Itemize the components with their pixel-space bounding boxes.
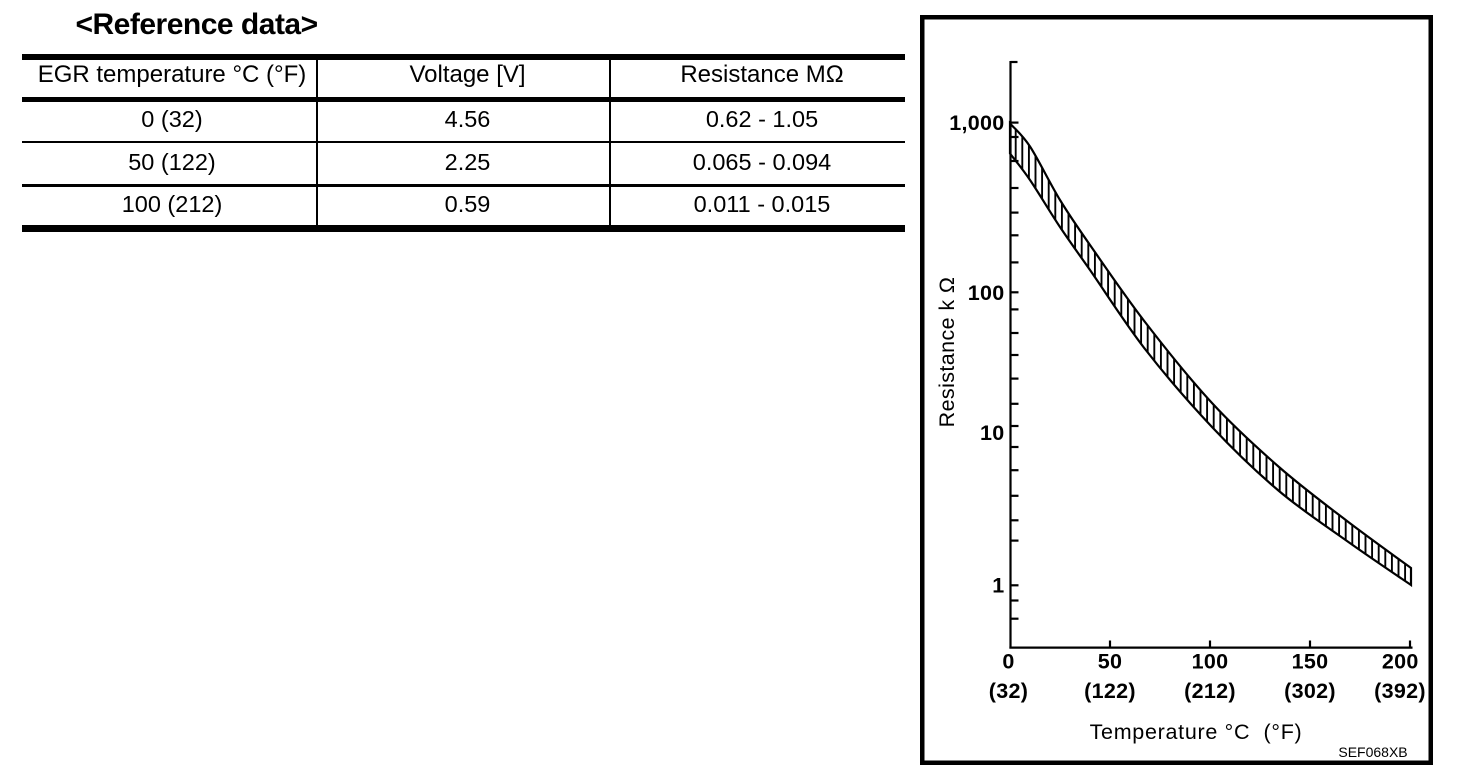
svg-text:(302): (302): [1284, 679, 1336, 703]
svg-text:100: 100: [1192, 650, 1229, 674]
svg-text:(392): (392): [1374, 679, 1426, 703]
svg-text:1,000: 1,000: [949, 111, 1004, 135]
svg-text:Resistance k Ω: Resistance k Ω: [935, 277, 959, 428]
svg-text:(32): (32): [989, 679, 1028, 703]
svg-text:Temperature °C (°F): Temperature °C (°F): [1090, 720, 1303, 744]
svg-text:150: 150: [1292, 650, 1329, 674]
svg-text:SEF068XB: SEF068XB: [1338, 744, 1407, 760]
svg-text:(212): (212): [1184, 679, 1236, 703]
svg-text:200: 200: [1382, 650, 1419, 674]
svg-text:(122): (122): [1084, 679, 1136, 703]
svg-text:0: 0: [1002, 650, 1014, 674]
svg-text:10: 10: [980, 421, 1005, 445]
svg-text:1: 1: [992, 574, 1004, 598]
svg-text:100: 100: [968, 281, 1005, 305]
svg-text:50: 50: [1098, 650, 1123, 674]
